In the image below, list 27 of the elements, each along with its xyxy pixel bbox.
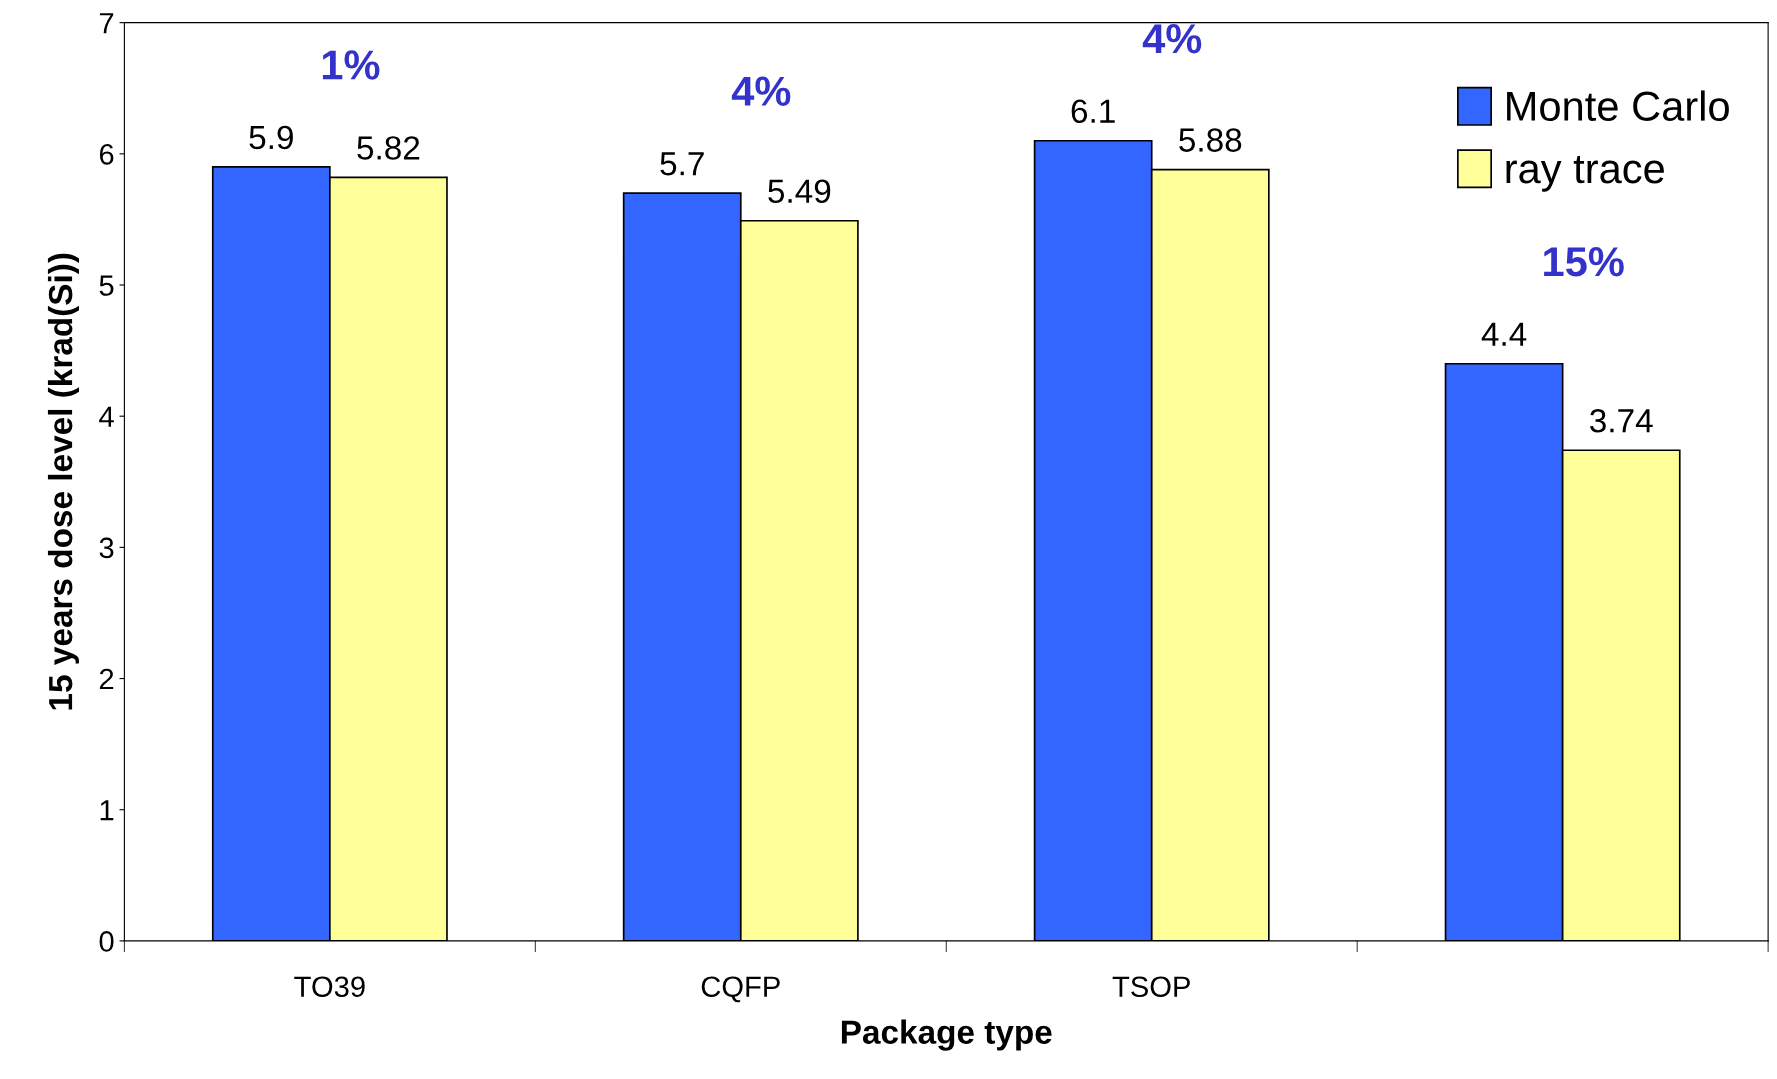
y-tick-label: 4 [99,406,114,427]
data-label: 5.88 [1179,128,1242,152]
x-tick-label: TO39 [294,976,365,998]
annotation: 15% [1544,247,1624,277]
y-tick-label: 1 [100,800,114,821]
x-tick-label: TSOP [1112,976,1190,998]
x-axis-title: Package type [841,1019,1052,1051]
data-label: 3.74 [1590,408,1653,433]
data-label: 5.9 [249,125,293,150]
data-label: 6.1 [1071,99,1115,124]
data-label: 5.82 [357,136,420,160]
data-label: 5.49 [768,179,831,204]
legend-label: Monte Carlo [1507,90,1729,122]
annotation: 1% [322,50,380,80]
y-tick-label: 5 [99,275,114,296]
y-tick-label: 3 [99,537,114,559]
y-tick-label: 2 [99,668,114,690]
legend-label: ray trace [1506,156,1664,192]
x-tick-label: CQFP [701,976,780,1003]
annotation: 4% [731,76,791,106]
y-tick-label: 6 [99,144,114,165]
annotation: 4% [1142,24,1202,54]
y-tick-label: 0 [99,931,114,952]
data-label: 5.7 [660,152,704,176]
y-tick-label: 7 [99,13,114,34]
data-label: 4.4 [1481,322,1527,346]
y-axis-title: 15 years dose level (krad(Si)) [47,253,79,710]
